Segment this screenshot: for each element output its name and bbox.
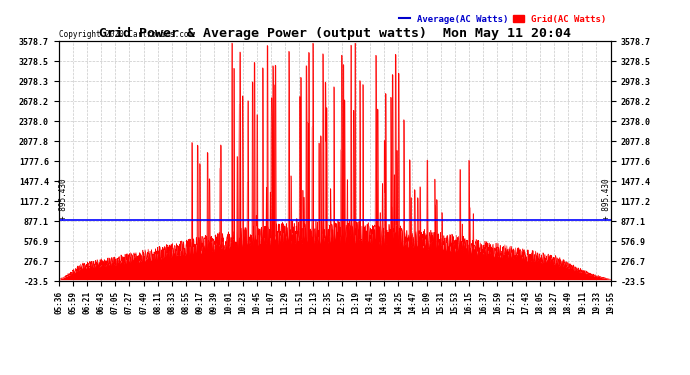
Legend: Average(AC Watts), Grid(AC Watts): Average(AC Watts), Grid(AC Watts) <box>399 15 606 24</box>
Text: + 895.430: + 895.430 <box>59 178 68 220</box>
Title: Grid Power & Average Power (output watts)  Mon May 11 20:04: Grid Power & Average Power (output watts… <box>99 27 571 40</box>
Text: Copyright 2020 Cartronics.com: Copyright 2020 Cartronics.com <box>59 30 193 39</box>
Text: + 895.430: + 895.430 <box>602 178 611 220</box>
